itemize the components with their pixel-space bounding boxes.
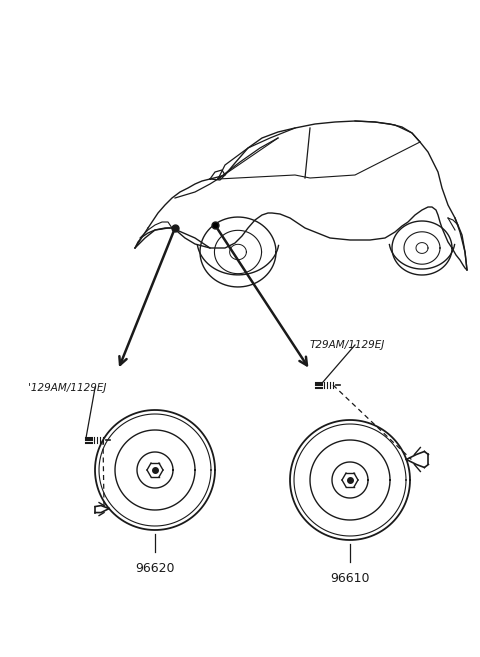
Text: '129AM/1129EJ: '129AM/1129EJ: [28, 383, 107, 393]
Text: 96610: 96610: [330, 572, 370, 585]
Text: 96620: 96620: [135, 562, 175, 575]
Text: T29AM/1129EJ: T29AM/1129EJ: [310, 340, 385, 350]
